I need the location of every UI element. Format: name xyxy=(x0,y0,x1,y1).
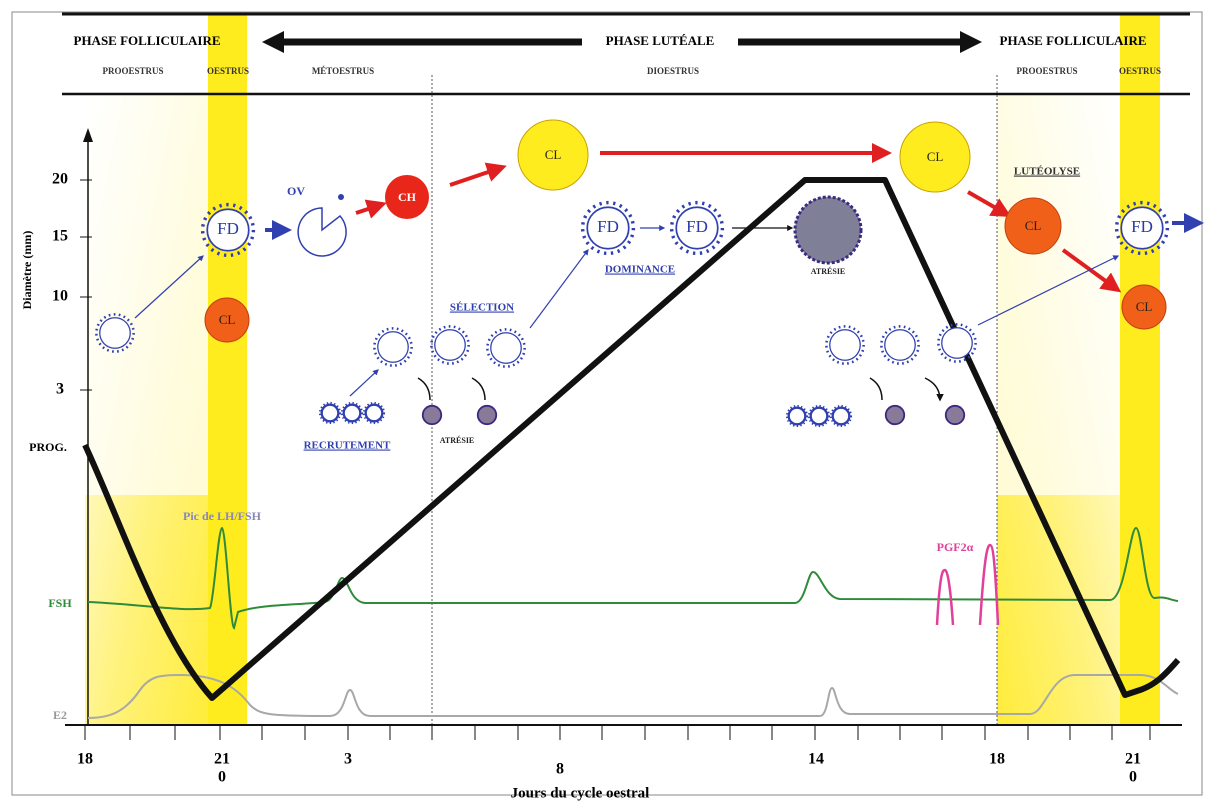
y-tick-label: 10 xyxy=(52,288,68,305)
recruitment-label: RECRUTEMENT xyxy=(304,440,391,452)
subphase-label: DIOESTRUS xyxy=(647,66,699,76)
luteolysis-label: LUTÉOLYSE xyxy=(1014,166,1080,178)
background xyxy=(12,12,1202,795)
dominance-label: DOMINANCE xyxy=(605,264,675,276)
x-tick-label: 8 xyxy=(556,761,564,778)
subphase-label: PROOESTRUS xyxy=(102,66,163,76)
y-axis-title: Diamètre (mm) xyxy=(20,231,34,310)
cl-label: CL xyxy=(927,149,944,164)
x-axis: 18 21 0 3 8 14 18 21 0 Jours du cycle oe… xyxy=(65,725,1182,801)
x-tick-label: 14 xyxy=(808,751,824,768)
x-axis-title: Jours du cycle oestral xyxy=(511,785,650,801)
lh-peak-label: Pic de LH/FSH xyxy=(183,509,262,523)
x-tick-label: 21 xyxy=(1125,751,1141,768)
cl-label: CL xyxy=(545,147,562,162)
phase-label: PHASE FOLLICULAIRE xyxy=(74,33,221,48)
pgf-label: PGF2α xyxy=(937,540,974,554)
fsh-label: FSH xyxy=(48,596,72,610)
cl-label: CL xyxy=(1025,218,1042,233)
fd-label: FD xyxy=(1131,217,1153,236)
diagram: PHASE FOLLICULAIRE PHASE LUTÉALE PHASE F… xyxy=(0,0,1214,805)
e2-label: E2 xyxy=(53,708,67,722)
x-tick-label: 18 xyxy=(989,751,1005,768)
cl-label: CL xyxy=(219,312,236,327)
selection-label: SÉLECTION xyxy=(450,302,514,314)
y-axis: 20 15 10 3 PROG. Diamètre (mm) xyxy=(20,128,93,725)
ch-label: CH xyxy=(398,190,417,204)
fd-label: FD xyxy=(597,217,619,236)
x-tick-label: 3 xyxy=(344,751,352,768)
y-tick-label: 3 xyxy=(56,381,64,398)
phase-label: PHASE LUTÉALE xyxy=(606,33,715,48)
x-tick-label: 18 xyxy=(77,751,93,768)
subphase-label: MÉTOESTRUS xyxy=(312,66,374,76)
x-tick-label: 0 xyxy=(1129,769,1137,786)
x-tick-label: 21 xyxy=(214,751,230,768)
y-baseline-label: PROG. xyxy=(29,440,67,454)
fd-label: FD xyxy=(686,217,708,236)
x-tick-label: 0 xyxy=(218,769,226,786)
y-tick-label: 15 xyxy=(52,228,68,245)
atresia-label: ATRÉSIE xyxy=(440,435,475,445)
ov-label: OV xyxy=(287,184,305,198)
atresia-label: ATRÉSIE xyxy=(811,266,846,276)
cl-label: CL xyxy=(1136,299,1153,314)
phase-label: PHASE FOLLICULAIRE xyxy=(1000,33,1147,48)
y-tick-label: 20 xyxy=(52,171,68,188)
subphase-label: PROOESTRUS xyxy=(1016,66,1077,76)
fd-label: FD xyxy=(217,219,239,238)
subphase-label: OESTRUS xyxy=(1119,66,1161,76)
subphase-label: OESTRUS xyxy=(207,66,249,76)
